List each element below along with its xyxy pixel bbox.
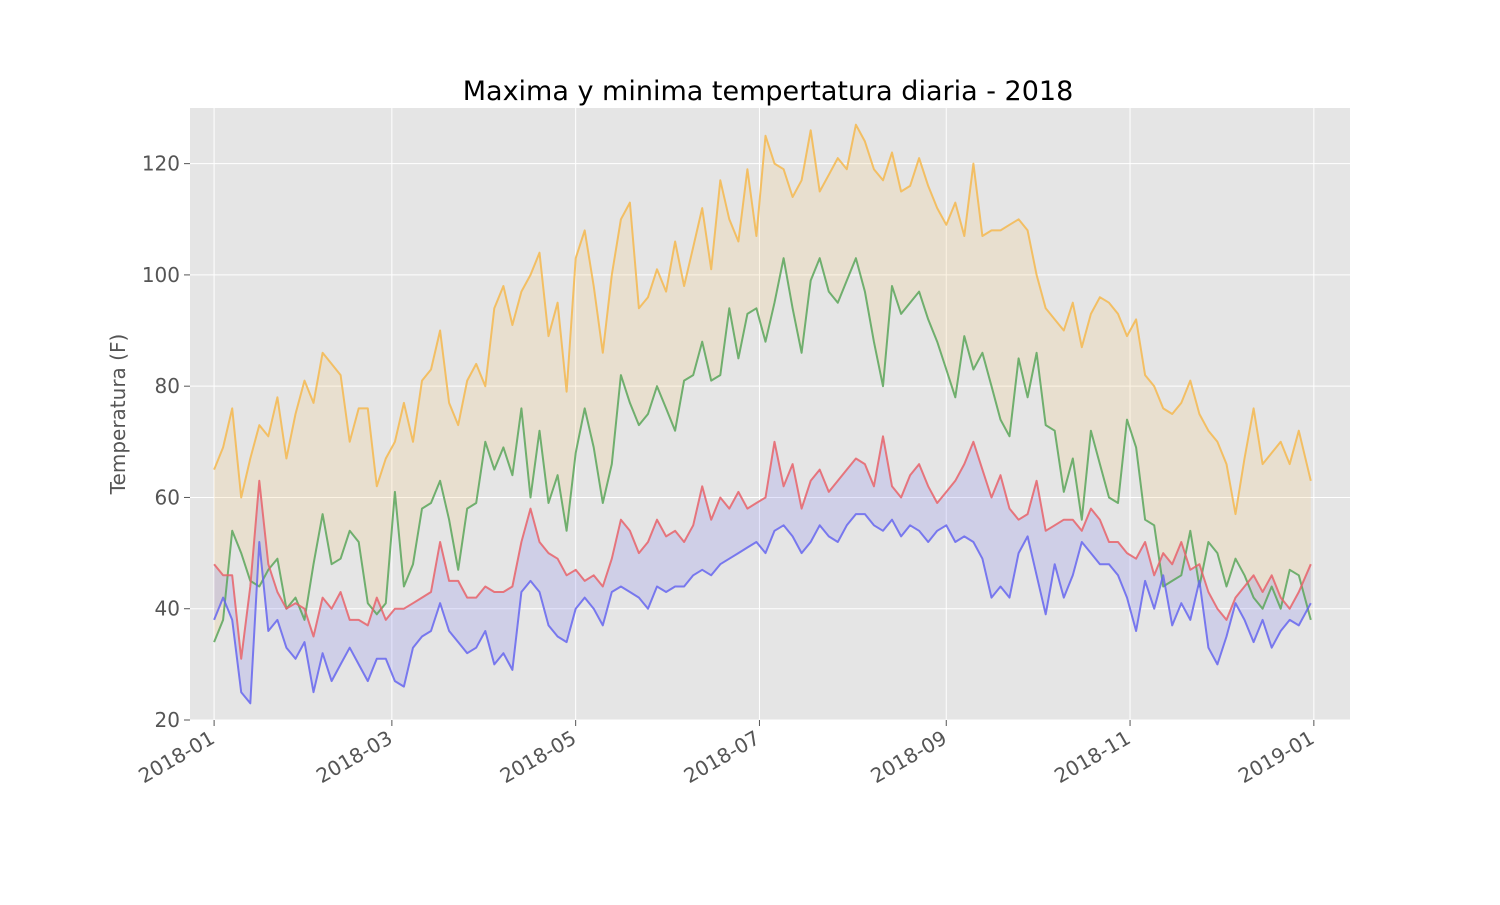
x-tick-label: 2018-05: [496, 726, 580, 789]
y-tick-label: 100: [142, 263, 180, 287]
y-axis-label: Temperatura (F): [106, 334, 130, 496]
series-line-2: [213, 257, 1312, 643]
series-line-3: [213, 435, 1312, 660]
y-tick-label: 80: [155, 374, 180, 398]
series-line-1: [213, 123, 1312, 516]
x-tick-label: 2018-03: [312, 726, 396, 789]
plot-background: [190, 108, 1350, 720]
y-tick-label: 120: [142, 152, 180, 176]
grid-layer: [190, 108, 1350, 721]
y-tick-label: 60: [155, 485, 180, 509]
x-tick-label: 2018-09: [866, 726, 950, 789]
series-layer: [213, 123, 1312, 705]
x-tick-label: 2018-01: [134, 726, 218, 789]
y-tick-label: 40: [155, 597, 180, 621]
fill-between-area: [214, 436, 1311, 704]
chart-title: Maxima y minima tempertatura diaria - 20…: [463, 76, 1074, 107]
x-tick-label: 2019-01: [1234, 726, 1318, 789]
y-tick-label: 20: [155, 708, 180, 732]
fill-between-area: [214, 124, 1311, 643]
x-tick-label: 2018-07: [680, 726, 764, 789]
series-line-4: [213, 513, 1312, 705]
fill-layer: [214, 124, 1311, 704]
x-tick-label: 2018-11: [1050, 726, 1134, 789]
